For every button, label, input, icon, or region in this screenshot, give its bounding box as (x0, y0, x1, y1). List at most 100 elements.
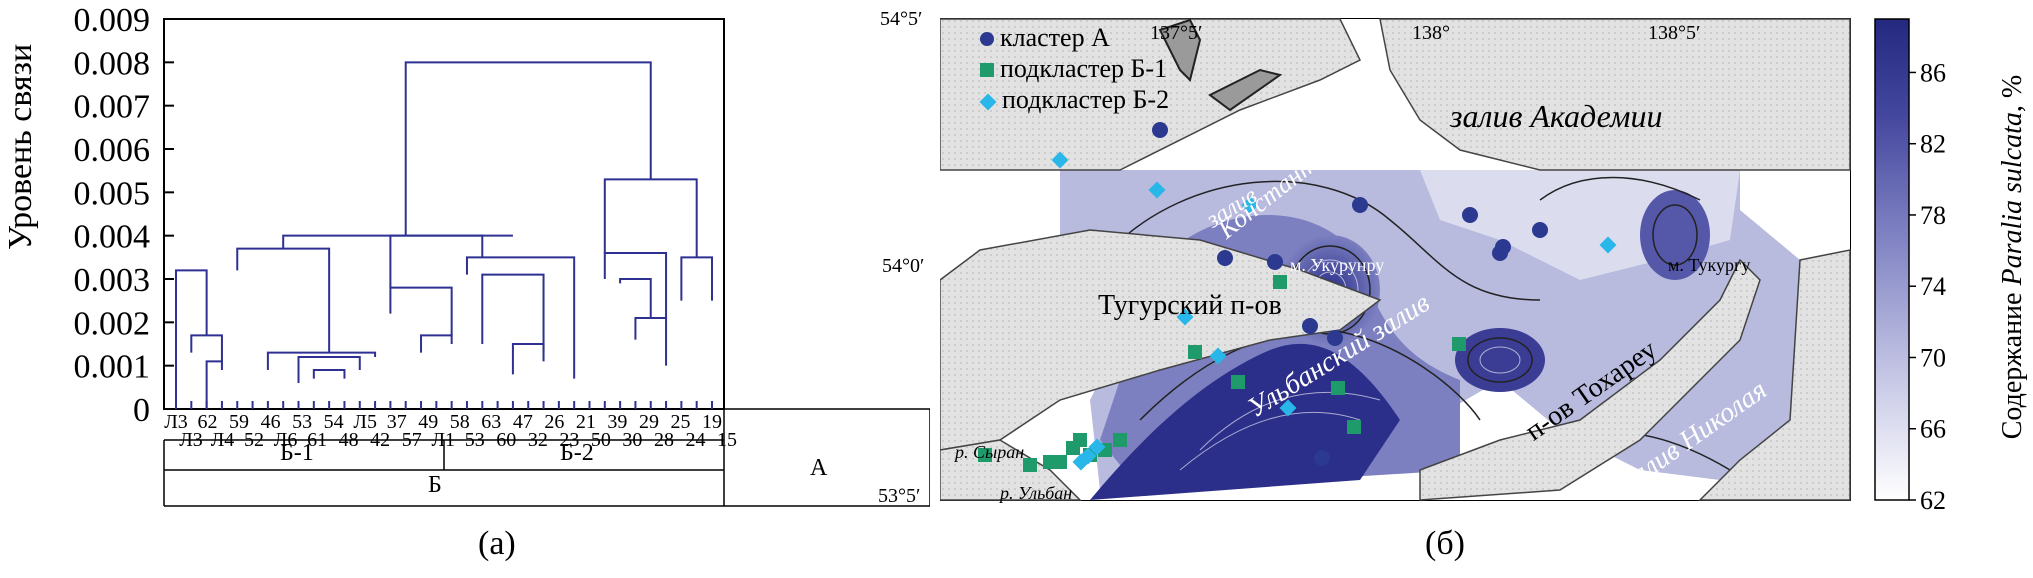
colorbar-tick-label: 70 (1920, 343, 1946, 372)
colorbar-tick-label: 86 (1920, 58, 1946, 87)
legend-item-subcluster-b2: подкластер Б-2 (979, 84, 1169, 115)
island-1 (1158, 18, 1202, 82)
leaf-label-top: 47 (513, 411, 533, 433)
dendrogram-link (619, 278, 652, 318)
land-south (940, 439, 1082, 501)
colorbar-tick-label: 62 (1920, 486, 1946, 515)
leaf-label-top: 26 (544, 411, 564, 433)
leaf-label-top: Л3 (164, 411, 188, 433)
cluster-a-marker (1302, 318, 1318, 334)
colorbar (1874, 18, 1910, 501)
leaf-label-top: 63 (481, 411, 501, 433)
y-tick-label: 0.004 (74, 219, 151, 256)
cluster-a-marker (1495, 239, 1511, 255)
diamond-marker-icon (979, 93, 997, 111)
place-cape-tukurgu: м. Тукургу (1668, 255, 1751, 275)
leaf-label-top: 58 (450, 411, 470, 433)
dendrogram-link (481, 273, 545, 362)
cluster-a-marker (1217, 250, 1233, 266)
cluster-a-marker (1462, 207, 1478, 223)
leaf-label-top: 25 (670, 411, 690, 433)
leaf-label-top: 53 (292, 411, 312, 433)
dendrogram-link (312, 369, 346, 379)
lon-label-3: 138°5′ (1648, 22, 1701, 44)
subcluster-b1-marker (1053, 455, 1067, 469)
leaf-label-top: 59 (229, 411, 249, 433)
subcluster-b1-marker (1331, 381, 1345, 395)
subcluster-b1-marker (1231, 375, 1245, 389)
dendrogram-link (282, 234, 513, 249)
y-tick-label: 0.006 (74, 132, 151, 169)
subcluster-b1-marker (978, 448, 992, 462)
colorbar-tick-label: 78 (1920, 201, 1946, 230)
circle-marker-icon (980, 32, 994, 46)
leaf-label-top: 29 (639, 411, 659, 433)
legend: кластер А подкластер Б-1 подкластер Б-2 (979, 22, 1169, 115)
dendrogram-link (175, 269, 208, 409)
caption-b: (б) (1425, 525, 1465, 562)
dendrogram-frame (163, 18, 725, 410)
dendrogram-link (389, 234, 484, 288)
cluster-a-marker (1267, 254, 1283, 270)
colorbar-tick-label: 82 (1920, 130, 1946, 159)
lat-label-top: 54°5′ (880, 8, 923, 30)
y-tick-label: 0.008 (74, 45, 151, 82)
cluster-a-marker (1532, 222, 1548, 238)
leaf-label-top: 62 (198, 411, 218, 433)
subcluster-b1-marker (1066, 441, 1080, 455)
subcluster-b1-marker (1023, 458, 1037, 472)
dendrogram-link (205, 360, 223, 409)
dendrogram-link (465, 256, 576, 379)
caption-a: (а) (478, 525, 516, 562)
leaf-label-bottom: 15 (717, 429, 737, 451)
colorbar-label: Содержание Paralia sulcata, % (1997, 74, 2028, 440)
land-north (940, 18, 1361, 171)
subcluster-b1-marker (1273, 275, 1287, 289)
place-gulf-academy: залив Академии (1450, 98, 1663, 134)
dendrogram-link (420, 334, 453, 353)
y-tick-label: 0.002 (74, 305, 151, 342)
dendrogram-link (190, 334, 223, 362)
y-tick-label: 0.005 (74, 175, 151, 212)
map: 86 82 78 74 70 66 62 (940, 18, 1946, 515)
dendrogram-link (266, 351, 377, 370)
place-cape-ukurunru: м. Укурунру (1290, 255, 1385, 275)
colorbar-tick-label: 66 (1920, 415, 1946, 444)
leaf-label-top: 54 (324, 411, 344, 433)
group-b-label: Б (428, 472, 442, 498)
leaf-label-top: 46 (261, 411, 281, 433)
contour-tukurgu (1640, 190, 1710, 280)
y-tick-label: 0.001 (74, 349, 151, 386)
subcluster-b1-marker (1188, 345, 1202, 359)
leaf-label-top: 19 (702, 411, 722, 433)
dendrogram-link (297, 356, 361, 383)
lon-label-2: 138° (1412, 22, 1450, 44)
leaf-label-top: 49 (418, 411, 438, 433)
group-b1-label: Б-1 (280, 440, 314, 466)
dendrogram-link (389, 286, 453, 336)
y-tick-label: 0.003 (74, 262, 151, 299)
lat-label-bottom: 53°5′ (878, 485, 921, 507)
dendrogram-link (680, 256, 713, 301)
dendrogram-link (511, 343, 545, 375)
y-tick-label: 0.009 (74, 2, 151, 39)
cluster-a-marker (1314, 450, 1330, 466)
legend-item-cluster-a: кластер А (980, 22, 1169, 53)
lat-label-mid: 54°0′ (882, 255, 925, 277)
place-tugur: Тугурский п-ов (1098, 290, 1282, 321)
subcluster-b1-marker (1113, 433, 1127, 447)
y-tick-label: 0 (133, 392, 150, 429)
group-a-label: А (810, 455, 828, 481)
dendrogram-link (404, 61, 652, 236)
cluster-a-marker (1352, 197, 1368, 213)
place-ulban-river: р. Ульбан (1000, 483, 1073, 503)
dendrogram-link (603, 252, 668, 318)
y-tick-label: 0.007 (74, 89, 151, 126)
square-marker-icon (980, 63, 994, 77)
leaf-label-top: Л5 (353, 411, 377, 433)
island-2 (1208, 68, 1283, 112)
colorbar-tick-label: 74 (1920, 272, 1946, 301)
leaf-label-top: 37 (387, 411, 407, 433)
leaf-label-top: 39 (607, 411, 627, 433)
dendrogram-link (236, 247, 331, 353)
